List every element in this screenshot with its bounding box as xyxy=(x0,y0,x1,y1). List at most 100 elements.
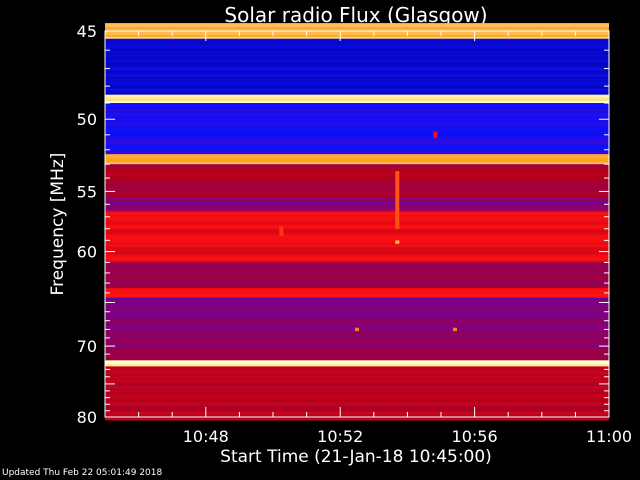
intensity-row xyxy=(105,216,609,219)
intensity-row xyxy=(105,264,609,267)
burst-mark xyxy=(453,327,457,332)
intensity-row xyxy=(105,384,609,387)
intensity-row xyxy=(105,96,609,100)
intensity-row xyxy=(105,291,609,295)
intensity-row xyxy=(105,112,609,116)
intensity-row xyxy=(105,303,609,307)
intensity-row xyxy=(105,280,609,283)
intensity-row xyxy=(105,270,609,273)
intensity-row xyxy=(105,150,609,153)
intensity-row xyxy=(105,172,609,175)
intensity-row xyxy=(105,186,609,189)
burst-mark xyxy=(355,327,359,332)
intensity-row xyxy=(105,316,609,319)
intensity-row xyxy=(105,118,609,122)
intensity-row xyxy=(105,360,609,363)
axes-frame xyxy=(104,30,610,418)
intensity-row xyxy=(105,138,609,141)
intensity-row xyxy=(105,202,609,205)
intensity-row xyxy=(105,56,609,60)
intensity-row xyxy=(105,154,609,157)
intensity-row xyxy=(105,68,609,72)
intensity-row xyxy=(105,148,609,151)
intensity-row xyxy=(105,406,609,409)
intensity-band xyxy=(105,103,609,155)
intensity-row xyxy=(105,108,609,112)
intensity-row xyxy=(105,340,609,343)
intensity-row xyxy=(105,226,609,229)
intensity-band xyxy=(105,316,609,351)
intensity-row xyxy=(105,220,609,223)
intensity-row xyxy=(105,354,609,357)
intensity-row xyxy=(105,344,609,347)
intensity-row xyxy=(105,266,609,269)
intensity-row xyxy=(105,320,609,323)
intensity-band xyxy=(105,262,609,289)
intensity-row xyxy=(105,305,609,309)
intensity-band xyxy=(105,210,609,263)
intensity-band xyxy=(105,288,609,299)
intensity-row xyxy=(105,164,609,167)
intensity-row xyxy=(105,197,609,201)
intensity-row xyxy=(105,208,609,211)
intensity-row xyxy=(105,362,609,365)
intensity-row xyxy=(105,378,609,381)
intensity-row xyxy=(105,90,609,94)
intensity-row xyxy=(105,308,609,311)
intensity-row xyxy=(105,168,609,171)
intensity-row xyxy=(105,342,609,345)
intensity-row xyxy=(105,286,609,289)
intensity-row xyxy=(105,330,609,333)
intensity-band xyxy=(105,197,609,211)
intensity-row xyxy=(105,114,609,118)
intensity-row xyxy=(105,336,609,339)
intensity-row xyxy=(105,400,609,403)
chart-title: Solar radio Flux (Glasgow) xyxy=(224,3,487,27)
burst-mark xyxy=(395,171,400,229)
intensity-row xyxy=(105,314,609,317)
intensity-row xyxy=(105,30,609,34)
intensity-row xyxy=(105,358,609,361)
intensity-row xyxy=(105,104,609,108)
intensity-row xyxy=(105,72,609,76)
intensity-row xyxy=(105,28,609,32)
intensity-row xyxy=(105,78,609,82)
intensity-row xyxy=(105,289,609,293)
intensity-row xyxy=(105,74,609,78)
intensity-row xyxy=(105,144,609,147)
intensity-row xyxy=(105,128,609,131)
intensity-row xyxy=(105,40,609,44)
intensity-row xyxy=(105,180,609,183)
intensity-row xyxy=(105,232,609,235)
intensity-row xyxy=(105,94,609,98)
intensity-row xyxy=(105,284,609,287)
intensity-band xyxy=(105,350,609,361)
plot-border xyxy=(104,30,610,418)
intensity-row xyxy=(105,408,609,411)
intensity-row xyxy=(105,110,609,114)
intensity-row xyxy=(105,350,609,353)
intensity-band xyxy=(105,154,609,165)
intensity-band xyxy=(105,23,609,40)
intensity-row xyxy=(105,34,609,38)
intensity-band xyxy=(105,360,609,367)
intensity-row xyxy=(105,276,609,279)
intensity-row xyxy=(105,398,609,401)
x-tick-label: 10:52 xyxy=(317,427,363,446)
intensity-row xyxy=(105,212,609,215)
intensity-row xyxy=(105,370,609,373)
intensity-row xyxy=(105,326,609,329)
intensity-row xyxy=(105,174,609,177)
intensity-row xyxy=(105,288,609,291)
y-tick-label: 45 xyxy=(77,22,97,41)
intensity-row xyxy=(105,58,609,62)
intensity-row xyxy=(105,418,609,421)
intensity-row xyxy=(105,66,609,70)
intensity-row xyxy=(105,334,609,337)
y-axis-label: Frequency [MHz] xyxy=(48,153,68,296)
intensity-row xyxy=(105,244,609,247)
intensity-band xyxy=(105,94,609,104)
intensity-row xyxy=(105,240,609,243)
intensity-row xyxy=(105,301,609,305)
